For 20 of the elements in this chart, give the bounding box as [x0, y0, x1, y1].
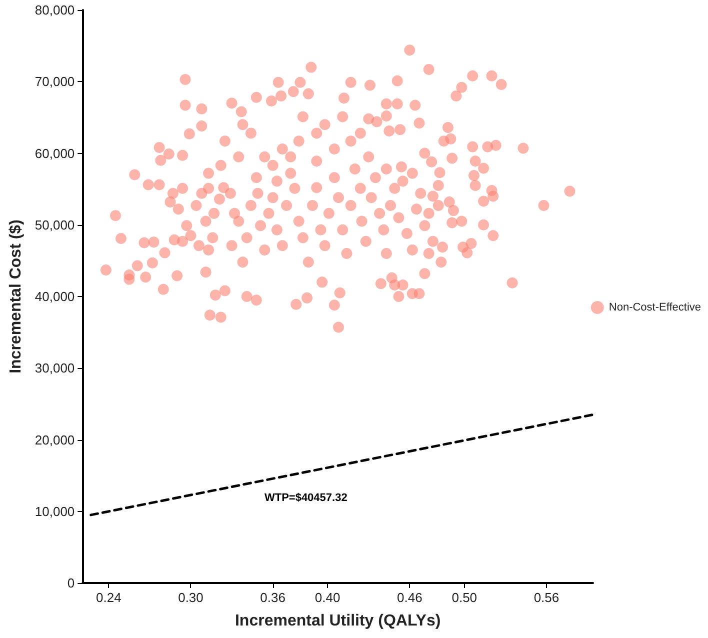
y-tick-label: 0 [67, 576, 75, 590]
y-tick-label: 50,000 [34, 217, 75, 232]
y-tick-label: 40,000 [34, 289, 75, 304]
annotation: WTP=$40457.32 [264, 492, 348, 504]
y-tick-label: 60,000 [34, 146, 75, 161]
y-axis-title: Incremental Cost ($) [8, 220, 24, 374]
legend-label: Non-Cost-Effective [608, 302, 701, 314]
y-tick-label: 70,000 [34, 74, 75, 90]
x-tick-label: 0.56 [534, 590, 560, 605]
x-tick-label: 0.36 [260, 590, 286, 605]
x-tick-label: 0.24 [96, 590, 122, 605]
y-tick-label: 20,000 [34, 432, 75, 448]
y-tick-label: 80,000 [34, 2, 75, 18]
x-axis-title: Incremental Utility (QALYs) [234, 612, 441, 630]
y-tick-label: 10,000 [34, 504, 75, 519]
x-tick-label: 0.50 [452, 590, 478, 605]
x-tick-label: 0.40 [314, 590, 340, 605]
x-tick-label: 0.46 [397, 590, 422, 605]
x-tick-label: 0.30 [178, 590, 204, 605]
y-tick-label: 30,000 [34, 360, 75, 376]
